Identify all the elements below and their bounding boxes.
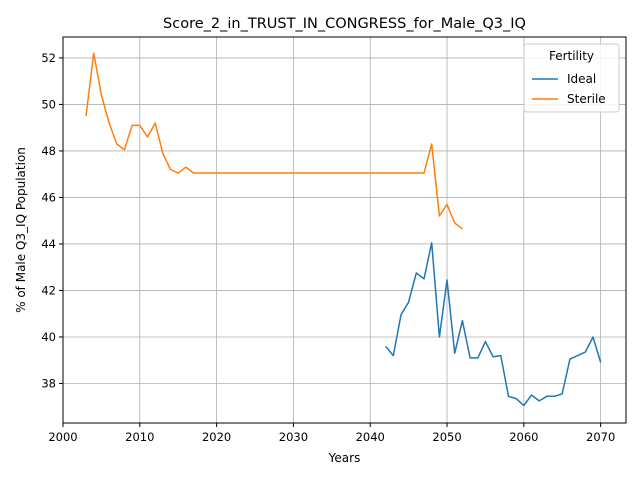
x-tick-label: 2020 — [202, 430, 231, 444]
series-line-ideal — [385, 242, 602, 407]
x-tick-label: 2010 — [125, 430, 154, 444]
legend-label-ideal: Ideal — [567, 72, 596, 86]
legend-items: Ideal Sterile — [532, 72, 606, 106]
x-tick-label: 2060 — [509, 430, 538, 444]
x-tick-label: 2050 — [432, 430, 461, 444]
y-axis-ticks: 38 40 42 44 46 48 50 52 — [41, 51, 63, 390]
x-tick-label: 2000 — [48, 430, 77, 444]
legend-title: Fertility — [549, 49, 594, 63]
y-tick-label: 52 — [41, 51, 56, 65]
y-tick-label: 50 — [41, 97, 56, 111]
x-tick-label: 2040 — [356, 430, 385, 444]
x-axis-ticks: 2000 2010 2020 2030 2040 2050 2060 2070 — [48, 423, 615, 444]
grid — [62, 37, 626, 423]
series-line-sterile — [85, 52, 463, 230]
y-tick-label: 42 — [41, 283, 56, 297]
x-tick-label: 2070 — [586, 430, 615, 444]
y-tick-label: 48 — [41, 144, 56, 158]
legend-label-sterile: Sterile — [567, 92, 606, 106]
plot-frame — [62, 36, 627, 424]
x-axis-label: Years — [328, 451, 361, 465]
y-tick-label: 40 — [41, 330, 56, 344]
legend: Fertility Ideal Sterile — [523, 43, 620, 113]
y-tick-label: 38 — [41, 376, 56, 390]
x-tick-label: 2030 — [279, 430, 308, 444]
series-lines — [85, 52, 602, 407]
chart-title: Score_2_in_TRUST_IN_CONGRESS_for_Male_Q3… — [163, 16, 526, 32]
y-tick-label: 46 — [41, 190, 56, 204]
y-tick-label: 44 — [41, 237, 56, 251]
legend-box — [523, 43, 620, 113]
y-axis-label: % of Male Q3_IQ Population — [14, 147, 28, 313]
